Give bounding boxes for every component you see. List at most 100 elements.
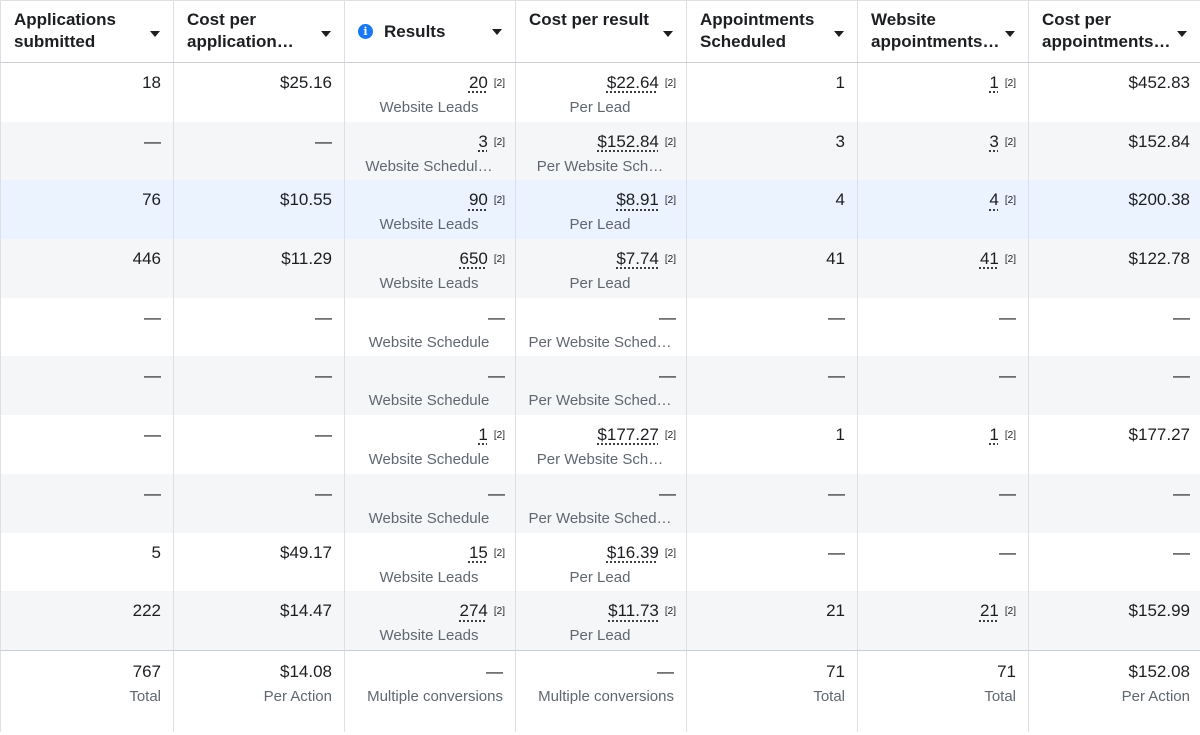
column-header-label: Results xyxy=(384,21,446,41)
cell-value: $10.55 xyxy=(280,190,332,210)
cell-sublabel: Website Leads xyxy=(379,275,479,293)
cell-sublabel: Per Website Sch… xyxy=(536,451,664,469)
results-cell: 1 [2] Website Schedule xyxy=(345,415,516,474)
metric-link[interactable]: $22.64 xyxy=(606,73,659,92)
table-row[interactable]: 18 $25.16 20 [2] Website Leads $22.64 [2] Per L… xyxy=(0,63,1200,122)
cost-per-result-cell: — Per Website Sched… xyxy=(516,356,687,416)
column-header-cost-per-application[interactable]: Cost per application submitted xyxy=(174,1,345,62)
table-row[interactable]: — —3 [2] Website Schedul… $152.84 [2] Per Webs… xyxy=(0,121,1200,181)
cell-value: $14.47 xyxy=(280,601,332,621)
column-header-applications-submitted[interactable]: Applications submitted xyxy=(0,1,174,62)
total-label: Per Action xyxy=(263,687,332,705)
website-appointments-cell: 1 [2] xyxy=(858,63,1029,122)
metric-link[interactable]: $16.39 xyxy=(606,542,659,562)
metric-link[interactable]: $177.27 xyxy=(597,425,659,445)
totals-row: 767 Total $14.08 Per Action — Multiple c… xyxy=(0,649,1200,732)
caret-down-icon[interactable] xyxy=(150,31,160,37)
cell-value: 3 xyxy=(835,131,845,151)
table-row[interactable]: — — — Website Schedule — Per Website Sched… — —… xyxy=(0,356,1200,416)
metric-link[interactable]: 41 xyxy=(979,249,999,269)
cost-per-application-cell: — xyxy=(174,356,345,416)
footnote-marker: [2] xyxy=(1004,430,1016,442)
metric-link[interactable]: 650 xyxy=(459,249,488,269)
cell-sublabel: Website Leads xyxy=(379,99,479,116)
column-header-cost-per-appointment[interactable]: Cost per appointments scheduled xyxy=(1029,1,1200,62)
column-header-website-appointments[interactable]: Website appointments scheduled xyxy=(858,1,1029,62)
caret-down-icon[interactable] xyxy=(321,31,331,37)
total-value: 767 xyxy=(132,661,161,681)
cell-value: — xyxy=(315,425,332,445)
footnote-marker: [2] xyxy=(493,606,505,618)
applications-submitted-cell: — xyxy=(0,297,174,357)
table-row[interactable]: 5 $49.17 15 [2] Website Leads $16.39 [2] Per Le… xyxy=(0,532,1200,592)
caret-down-icon[interactable] xyxy=(834,31,844,37)
metric-link[interactable]: 4 xyxy=(989,190,999,210)
cell-value: 222 xyxy=(132,601,161,621)
footnote-marker: [2] xyxy=(493,547,505,559)
appointments-scheduled-cell: — xyxy=(687,356,858,416)
metric-link[interactable]: 1 xyxy=(989,73,999,92)
caret-down-icon[interactable] xyxy=(1177,31,1187,37)
metric-link[interactable]: $8.91 xyxy=(616,190,659,210)
cost-per-result-cell: $22.64 [2] Per Lead xyxy=(516,63,687,122)
applications-submitted-cell: 222 xyxy=(0,591,174,650)
total-label: Multiple conversions xyxy=(538,687,674,705)
cell-sublabel: Per Website Sched… xyxy=(528,509,672,527)
caret-down-icon[interactable] xyxy=(663,31,673,37)
metric-link[interactable]: 15 xyxy=(468,542,488,562)
metric-link[interactable]: 1 xyxy=(989,425,999,445)
metric-link[interactable]: 90 xyxy=(468,190,488,210)
footnote-marker: [2] xyxy=(493,78,505,89)
column-header-results[interactable]: i Results xyxy=(345,1,516,62)
metric-link[interactable]: 274 xyxy=(459,601,488,621)
cell-value: — xyxy=(659,366,676,386)
metric-link[interactable]: 3 xyxy=(989,131,999,151)
website-appointments-cell: 21 [2] xyxy=(858,591,1029,650)
appointments-scheduled-cell: — xyxy=(687,297,858,357)
metric-link[interactable]: $7.74 xyxy=(616,249,659,269)
metric-link[interactable]: 20 xyxy=(468,73,488,92)
cell-sublabel: Per Lead xyxy=(569,275,631,293)
column-header-label: Website appointments scheduled xyxy=(871,10,983,51)
table-row[interactable]: 76 $10.55 90 [2] Website Leads $8.91 [2] Per Le… xyxy=(0,180,1200,240)
total-value: — xyxy=(657,661,674,681)
footnote-marker: [2] xyxy=(664,195,676,207)
table-row[interactable]: — — — Website Schedule — Per Website Sched… — —… xyxy=(0,473,1200,533)
table-row[interactable]: — — 1 [2] Website Schedule $177.27 [2] Per Webs… xyxy=(0,415,1200,474)
caret-down-icon[interactable] xyxy=(1005,31,1015,37)
caret-down-icon[interactable] xyxy=(492,29,502,35)
info-icon[interactable]: i xyxy=(358,24,373,39)
cost-per-application-cell: — xyxy=(174,297,345,357)
cell-value: $452.83 xyxy=(1128,73,1190,92)
metric-link[interactable]: $11.73 xyxy=(608,601,659,621)
footnote-marker: [2] xyxy=(1004,195,1016,207)
applications-submitted-cell: — xyxy=(0,415,174,474)
footnote-marker: [2] xyxy=(664,136,676,148)
column-header-appointments-scheduled[interactable]: Appointments Scheduled xyxy=(687,1,858,62)
metric-link[interactable]: $152.84 xyxy=(597,131,659,151)
footnote-marker: [2] xyxy=(664,78,676,89)
cell-value: $200.38 xyxy=(1128,190,1190,210)
appointments-scheduled-cell: 1 xyxy=(687,415,858,474)
metric-link[interactable]: 3 xyxy=(478,131,488,151)
footnote-marker: [2] xyxy=(1004,78,1016,89)
table-row[interactable]: — — — Website Schedule — Per Website Sched… — —… xyxy=(0,297,1200,357)
column-header-cost-per-result[interactable]: Cost per result xyxy=(516,1,687,62)
table-row[interactable]: 222 $14.47 274 [2] Website Leads $11.73 [2] Per… xyxy=(0,591,1200,650)
metric-link[interactable]: 1 xyxy=(478,425,488,445)
total-value: 71 xyxy=(997,661,1016,681)
cell-value: — xyxy=(315,307,332,327)
appointments-scheduled-cell: — xyxy=(687,473,858,533)
results-cell: 15 [2] Website Leads xyxy=(345,532,516,592)
footnote-marker: [2] xyxy=(1004,606,1016,618)
metric-link[interactable]: 21 xyxy=(979,601,999,621)
applications-submitted-cell: — xyxy=(0,121,174,181)
total-label: Total xyxy=(984,687,1016,705)
appointments-scheduled-cell: 3 xyxy=(687,121,858,181)
appointments-scheduled-cell: 1 xyxy=(687,63,858,122)
total-results-cell: — Multiple conversions xyxy=(345,650,516,732)
cell-value: 1 xyxy=(835,425,845,445)
table-row[interactable]: 446 $11.29 650 [2] Website Leads $7.74 [2] Per … xyxy=(0,239,1200,298)
applications-submitted-cell: — xyxy=(0,473,174,533)
